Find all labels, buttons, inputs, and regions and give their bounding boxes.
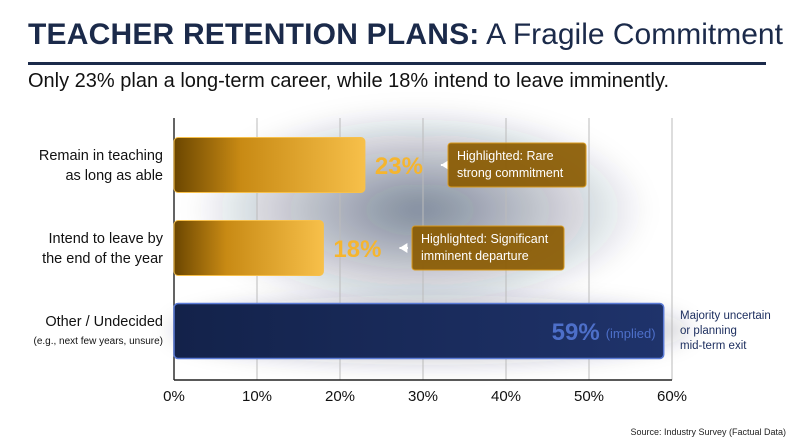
chart-title: TEACHER RETENTION PLANS: A Fragile Commi…	[28, 18, 783, 52]
annotation-box	[411, 225, 565, 271]
value-suffix: (implied)	[606, 326, 656, 341]
category-label: Other / Undecided	[45, 314, 163, 330]
category-label: Intend to leave by	[49, 231, 164, 247]
chart-subtitle: Only 23% plan a long-term career, while …	[28, 70, 670, 92]
x-tick-label: 30%	[408, 388, 438, 405]
category-label: the end of the year	[42, 251, 163, 267]
annotation-text: Highlighted: Rare	[457, 149, 554, 163]
source-note: Source: Industry Survey (Factual Data)	[630, 427, 786, 437]
annotation-text: strong commitment	[457, 166, 564, 180]
x-tick-label: 10%	[242, 388, 272, 405]
x-tick-label: 60%	[657, 388, 687, 405]
category-label: as long as able	[65, 168, 163, 184]
annotation-text: or planning	[680, 325, 737, 337]
x-tick-label: 20%	[325, 388, 355, 405]
value-label: 18%	[333, 236, 381, 263]
annotation-text: mid-term exit	[680, 340, 747, 352]
title-rule	[28, 62, 766, 65]
category-sublabel: (e.g., next few years, unsure)	[33, 336, 163, 347]
category-label: Remain in teaching	[39, 148, 163, 164]
bar	[173, 137, 366, 193]
bar	[173, 220, 324, 276]
x-tick-label: 40%	[491, 388, 521, 405]
value-label: 59%	[552, 319, 600, 346]
annotation-text: Highlighted: Significant	[421, 232, 549, 246]
title-light: A Fragile Commitment	[486, 18, 783, 51]
annotation-text: imminent departure	[421, 249, 529, 263]
x-tick-label: 50%	[574, 388, 604, 405]
annotation-arrowhead	[440, 160, 449, 170]
bar	[173, 302, 665, 360]
annotation-text: Majority uncertain	[680, 310, 771, 322]
x-tick-label: 0%	[163, 388, 185, 405]
value-label: 23%	[375, 153, 423, 180]
annotation-box	[447, 142, 587, 188]
background-haze	[190, 105, 650, 315]
title-bold: TEACHER RETENTION PLANS:	[28, 18, 480, 51]
annotation-arrowhead	[399, 243, 408, 253]
